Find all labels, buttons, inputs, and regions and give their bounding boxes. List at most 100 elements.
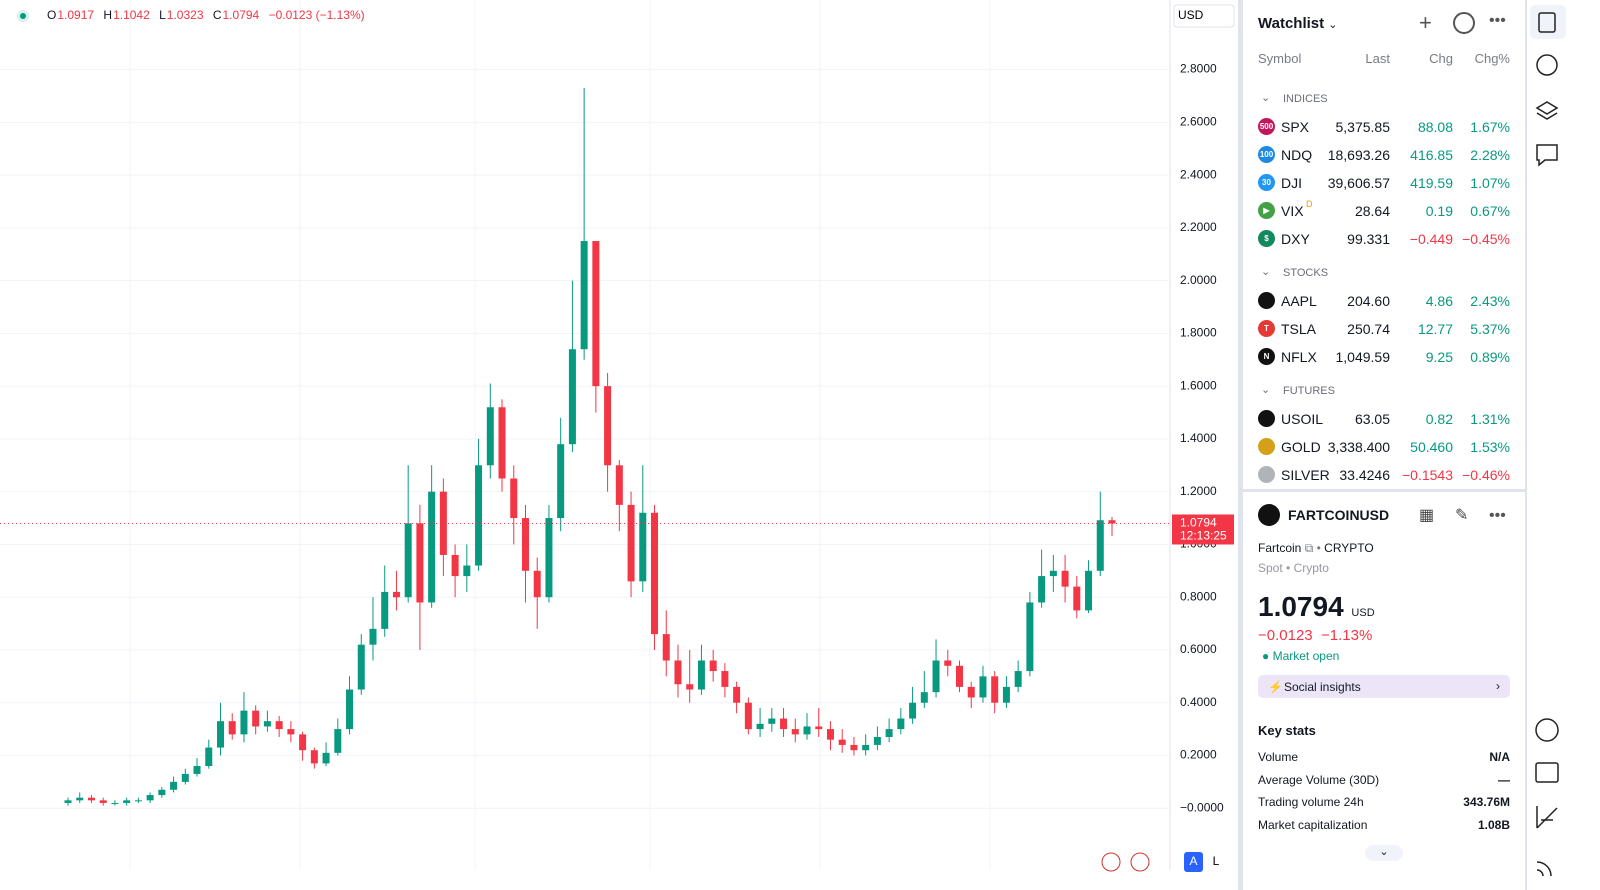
social-label[interactable]: Social insights xyxy=(1284,680,1361,694)
candle-body xyxy=(1038,576,1046,603)
watchlist-button[interactable] xyxy=(1530,5,1566,39)
alerts-icon[interactable] xyxy=(1453,12,1475,34)
symbol[interactable]: TSLA xyxy=(1281,321,1317,337)
section-name[interactable]: FUTURES xyxy=(1283,385,1335,397)
change: 9.25 xyxy=(1425,349,1453,365)
candle-body xyxy=(979,676,987,698)
flag-icon[interactable] xyxy=(1130,852,1150,872)
change-pct: 1.53% xyxy=(1470,439,1510,455)
watchlist-panel: Watchlist ⌄ + ••• Symbol Last Chg Chg% ⌄… xyxy=(1243,0,1525,890)
change-pct: 5.37% xyxy=(1470,321,1510,337)
symbol[interactable]: NFLX xyxy=(1281,349,1317,365)
chart: O1.0917 H1.1042 L1.0323 C1.0794 −0.0123 … xyxy=(0,0,1235,872)
detail-name[interactable]: Fartcoin ⧉ • CRYPTO xyxy=(1258,541,1374,555)
change: −0.449 xyxy=(1409,231,1453,247)
candle-body xyxy=(252,710,260,727)
feed-icon[interactable] xyxy=(1536,861,1552,877)
candle-body xyxy=(885,729,893,738)
layers-icon[interactable] xyxy=(1535,101,1559,120)
candle-body xyxy=(1026,602,1034,672)
section-name[interactable]: STOCKS xyxy=(1283,267,1329,279)
last: 28.64 xyxy=(1354,203,1390,219)
social-insights[interactable]: ⚡ Social insights › xyxy=(1258,675,1510,698)
auto-scale[interactable] xyxy=(1184,852,1203,872)
candle-body xyxy=(193,766,201,774)
section-caret[interactable]: ⌄ xyxy=(1261,92,1271,104)
candle-body xyxy=(310,750,318,764)
expand[interactable]: ⌄ xyxy=(1365,845,1403,861)
watchlist-icon[interactable] xyxy=(1538,12,1556,33)
candle-body xyxy=(1002,686,1010,703)
alert-icon[interactable] xyxy=(1536,54,1558,76)
y-tick-label: 1.2000 xyxy=(1180,484,1217,498)
detail-symbol: FARTCOINUSD xyxy=(1288,507,1390,523)
watchlist-title[interactable]: Watchlist ⌄ xyxy=(1258,15,1338,32)
symbol[interactable]: GOLD xyxy=(1281,439,1321,455)
candle-body xyxy=(557,444,565,519)
detail-menu[interactable]: ••• xyxy=(1489,507,1506,524)
candle-body xyxy=(615,465,623,505)
change-pct: 1.31% xyxy=(1470,411,1510,427)
symbol[interactable]: VIX xyxy=(1281,203,1304,219)
detail-change: −0.0123 −1.13% xyxy=(1258,627,1373,644)
currency-box[interactable] xyxy=(1173,4,1235,28)
edit-icon[interactable]: ✎ xyxy=(1455,507,1469,524)
candle-body xyxy=(205,747,213,767)
symbol[interactable]: USOIL xyxy=(1281,411,1324,427)
candle-body xyxy=(146,795,154,801)
candle-body xyxy=(826,729,834,740)
candle-body xyxy=(170,781,178,790)
last: 99.331 xyxy=(1347,231,1390,247)
log-scale-label[interactable]: L xyxy=(1213,854,1220,868)
candle-body xyxy=(134,800,142,802)
symbol[interactable]: AAPL xyxy=(1281,293,1317,309)
symbol[interactable]: SILVER xyxy=(1281,467,1330,483)
stat-value: 1.08B xyxy=(1477,818,1510,833)
target-icon[interactable] xyxy=(1535,718,1559,742)
symbol[interactable]: DXY xyxy=(1281,231,1310,247)
candle-body xyxy=(533,570,541,598)
y-tick-label: 0.4000 xyxy=(1180,695,1217,709)
col-chg: Chg xyxy=(1429,51,1453,66)
symbol[interactable]: DJI xyxy=(1281,175,1302,191)
symbol[interactable]: NDQ xyxy=(1281,147,1313,163)
last: 3,338.400 xyxy=(1327,439,1390,455)
change: 50.460 xyxy=(1410,439,1453,455)
section-caret[interactable]: ⌄ xyxy=(1261,266,1271,278)
symbol-icon xyxy=(1258,438,1275,455)
col-symbol: Symbol xyxy=(1258,51,1302,66)
candle-body xyxy=(1049,570,1057,577)
chart-icon[interactable] xyxy=(1536,806,1558,829)
candle-body xyxy=(381,591,389,629)
change-pct: 1.67% xyxy=(1470,119,1510,135)
symbol[interactable]: SPX xyxy=(1281,119,1310,135)
add-symbol[interactable]: + xyxy=(1419,10,1432,35)
y-tick-label: −0.0000 xyxy=(1180,800,1224,814)
change: 0.82 xyxy=(1425,411,1453,427)
symbol-icon xyxy=(1258,410,1275,427)
status-dot xyxy=(20,13,26,19)
candle-body xyxy=(357,644,365,690)
layout-icon[interactable]: ▦ xyxy=(1419,507,1435,524)
candle-body xyxy=(1096,520,1104,571)
change-pct: −0.46% xyxy=(1462,467,1510,483)
y-tick-label: 2.4000 xyxy=(1180,167,1217,181)
calendar-icon[interactable] xyxy=(1535,762,1559,783)
chat-icon[interactable] xyxy=(1536,144,1558,167)
candle-body xyxy=(1108,520,1116,524)
candle-body xyxy=(768,718,776,724)
section-name[interactable]: INDICES xyxy=(1283,93,1328,105)
section-caret[interactable]: ⌄ xyxy=(1261,384,1271,396)
currency[interactable]: USD xyxy=(1178,8,1204,22)
more-menu[interactable]: ••• xyxy=(1489,12,1506,29)
change: 416.85 xyxy=(1410,147,1453,163)
y-tick-label: 1.6000 xyxy=(1180,378,1217,392)
candle-body xyxy=(299,734,307,751)
candle-body xyxy=(873,737,881,745)
auto-scale-label[interactable]: A xyxy=(1189,854,1197,868)
symbol-icon: 100 xyxy=(1258,146,1275,163)
flag-icon[interactable] xyxy=(1101,852,1121,872)
candle-body xyxy=(64,800,72,803)
candle-body xyxy=(451,554,459,577)
